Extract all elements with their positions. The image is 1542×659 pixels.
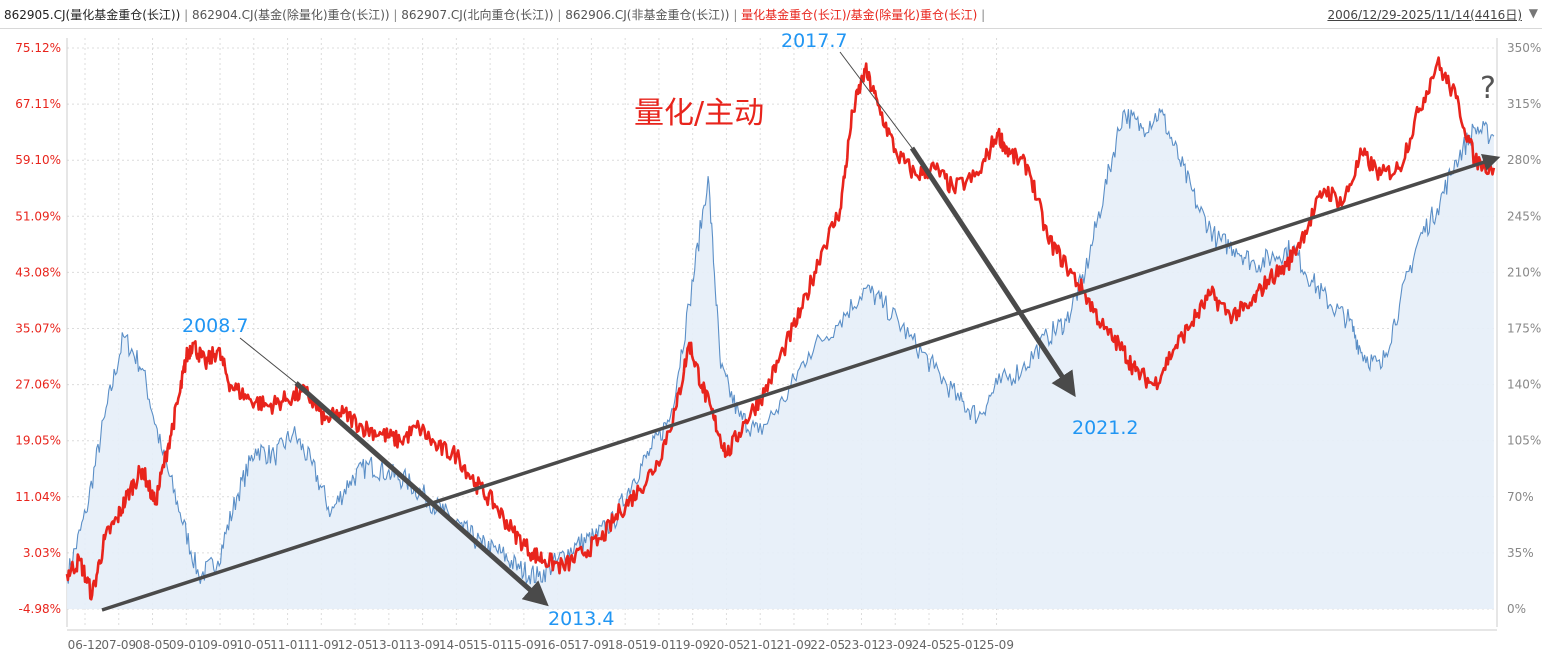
x-tick-label: 06-12	[68, 638, 103, 652]
y-right-tick-label: 70%	[1507, 490, 1534, 504]
y-left-tick-label: 51.09%	[15, 209, 61, 223]
y-left-tick-label: 3.03%	[23, 546, 61, 560]
peak-2008-label: 2008.7	[182, 315, 248, 337]
legend-item[interactable]: 862904.CJ(基金(除量化)重仓(长江))	[191, 8, 390, 22]
excess-area	[67, 108, 1494, 610]
y-right-tick-label: 245%	[1507, 209, 1541, 223]
x-tick-label: 19-01	[641, 638, 676, 652]
x-tick-label: 14-05	[439, 638, 474, 652]
x-tick-label: 21-09	[777, 638, 812, 652]
ratio-series-line	[65, 56, 1496, 601]
x-tick-label: 12-05	[338, 638, 373, 652]
legend-separator: |	[729, 8, 742, 22]
y-right-tick-label: 140%	[1507, 378, 1541, 392]
ratio-title: 量化/主动	[634, 96, 764, 131]
x-tick-label: 16-05	[540, 638, 575, 652]
y-right-tick-label: 0%	[1507, 602, 1526, 616]
y-right-tick-label: 280%	[1507, 153, 1541, 167]
trend-arrows	[101, 51, 1501, 612]
legend-separator: |	[553, 8, 566, 22]
x-tick-label: 10-05	[236, 638, 271, 652]
y-left-tick-label: 27.06%	[15, 378, 61, 392]
x-tick-label: 25-09	[979, 638, 1014, 652]
x-tick-label: 11-01	[270, 638, 305, 652]
legend-item[interactable]: 862905.CJ(量化基金重仓(长江))	[4, 8, 181, 22]
x-tick-label: 13-01	[371, 638, 406, 652]
peak-2017-label: 2017.7	[781, 30, 847, 52]
legend-item[interactable]: 862906.CJ(非基金重仓(长江))	[565, 8, 730, 22]
legend-separator: |	[977, 8, 986, 22]
x-tick-label: 11-09	[304, 638, 339, 652]
x-tick-label: 13-09	[405, 638, 440, 652]
triangle-down-icon[interactable]: ▼	[1528, 6, 1538, 20]
leader-line-2017	[839, 51, 913, 149]
trough-2021-label: 2021.2	[1072, 417, 1138, 439]
y-right-tick-label: 175%	[1507, 322, 1541, 336]
chart-axes: 75.12% 350% 67.11% 315% 59.10% 280% 51.09% 245%…	[15, 38, 1541, 652]
x-tick-label: 07-09	[101, 638, 136, 652]
x-tick-label: 09-01	[169, 638, 204, 652]
y-right-tick-label: 315%	[1507, 97, 1541, 111]
x-tick-label: 23-09	[878, 638, 913, 652]
x-tick-label: 23-01	[844, 638, 879, 652]
down-arrow-2017-2021	[909, 146, 1076, 398]
question-mark: ?	[1480, 71, 1496, 106]
x-tick-label: 22-05	[810, 638, 845, 652]
excess-series-line	[66, 108, 1495, 585]
chart-header: 862905.CJ(量化基金重仓(长江)) | 862904.CJ(基金(除量化…	[0, 0, 1542, 29]
y-right-tick-label: 35%	[1507, 546, 1534, 560]
y-left-tick-label: 19.05%	[15, 434, 61, 448]
legend-separator: |	[389, 8, 402, 22]
x-tick-label: 20-05	[709, 638, 744, 652]
x-tick-label: 21-01	[743, 638, 778, 652]
x-tick-label: 18-05	[608, 638, 643, 652]
long-up-trend-arrow	[101, 153, 1501, 612]
trough-2013-label: 2013.4	[548, 608, 614, 630]
x-tick-label: 17-09	[574, 638, 609, 652]
down-arrow-2008-2013	[294, 381, 549, 607]
y-right-tick-label: 350%	[1507, 41, 1541, 55]
y-left-tick-label: 11.04%	[15, 490, 61, 504]
x-tick-label: 15-09	[506, 638, 541, 652]
y-left-tick-label: 43.08%	[15, 265, 61, 279]
x-tick-label: 08-05	[135, 638, 170, 652]
date-range-label[interactable]: 2006/12/29-2025/11/14(4416日)	[1327, 8, 1522, 22]
x-tick-label: 15-01	[473, 638, 508, 652]
x-tick-label: 09-09	[203, 638, 238, 652]
y-left-tick-label: -4.98%	[19, 602, 61, 616]
y-right-tick-label: 105%	[1507, 434, 1541, 448]
chart-area: 75.12% 350% 67.11% 315% 59.10% 280% 51.09% 245%…	[15, 30, 1541, 652]
y-left-tick-label: 75.12%	[15, 41, 61, 55]
x-tick-label: 24-05	[912, 638, 947, 652]
y-left-tick-label: 59.10%	[15, 153, 61, 167]
leader-line-2008	[239, 337, 297, 384]
y-left-tick-label: 67.11%	[15, 97, 61, 111]
x-tick-label: 25-01	[945, 638, 980, 652]
y-left-tick-label: 35.07%	[15, 322, 61, 336]
x-tick-label: 19-09	[675, 638, 710, 652]
series-layer	[65, 56, 1496, 610]
legend-item[interactable]: 量化基金重仓(长江)/基金(除量化)重仓(长江)	[741, 8, 978, 22]
y-right-tick-label: 210%	[1507, 265, 1541, 279]
legend-item[interactable]: 862907.CJ(北向重仓(长江))	[401, 8, 554, 22]
legend-separator: |	[180, 8, 192, 22]
annotation-labels: 量化/主动 ? 2008.7 2013.4 2017.7 2021.2	[182, 30, 1496, 630]
legend-bar: 862905.CJ(量化基金重仓(长江)) | 862904.CJ(基金(除量化…	[4, 6, 985, 23]
